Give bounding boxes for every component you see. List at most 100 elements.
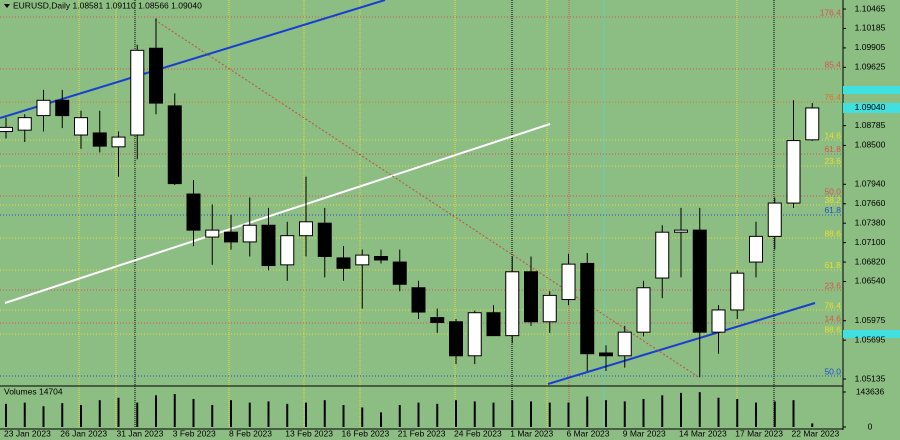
price-marker [843, 330, 900, 338]
candle-body [805, 107, 820, 141]
candle-body [299, 221, 313, 237]
volume-bar [267, 401, 270, 427]
volume-bar [361, 407, 364, 427]
x-tick-label: 1 Mar 2023 [510, 428, 553, 438]
volume-bar [436, 403, 439, 427]
candle-body [730, 272, 745, 311]
candle-body [111, 136, 126, 148]
candle-body [205, 229, 220, 238]
level-label: 76.4 [824, 92, 841, 102]
volume-tick-label: 143636 [856, 386, 885, 396]
candle-body [411, 287, 426, 313]
y-tick-label: 1.05135 [855, 373, 886, 383]
candle-body [692, 229, 707, 333]
y-tick-label: 1.05695 [855, 334, 886, 344]
candle-body [749, 235, 763, 263]
candle-body [392, 261, 407, 285]
level-label: 50.0 [824, 366, 841, 376]
candles: 23 Jan 2023 26 Jan 2023 31 Jan 2023 3 Feb 2… [0, 18, 839, 438]
volume-panel: 143636 0 [5, 386, 884, 431]
candle-body [449, 321, 463, 357]
trendlines [0, 0, 816, 385]
candle-body [261, 224, 276, 267]
level-label: 50.0 [824, 186, 841, 196]
volume-bar [230, 400, 232, 427]
candle-body [786, 140, 801, 204]
trendline [154, 19, 701, 379]
candle-body [374, 256, 388, 261]
price-axis: 1.10465 1.10185 1.09905 1.09625 1.08785 1.085… [843, 3, 900, 383]
volume-bar [211, 405, 214, 427]
volume-bar [773, 401, 776, 427]
candle-body [280, 235, 295, 266]
candle-body [524, 271, 538, 323]
level-label: 14.6 [824, 130, 841, 140]
volume-bar [5, 403, 7, 427]
volume-bar [323, 400, 326, 427]
candle-body [186, 193, 201, 231]
volume-bar [192, 398, 195, 427]
level-label: 88.6 [824, 324, 841, 334]
candle-body [92, 132, 107, 147]
volume-bar [136, 402, 139, 427]
volume-bar [248, 402, 251, 427]
level-label: 23.6 [824, 280, 841, 290]
candle-body [711, 309, 726, 333]
level-label: 61.8 [824, 205, 841, 215]
candle-body [55, 99, 70, 117]
candle-body [655, 231, 670, 279]
volume-bar [717, 397, 720, 427]
volume-bar [586, 396, 589, 427]
y-tick-label: 1.07380 [855, 217, 886, 227]
y-tick-label: 1.09625 [855, 62, 886, 72]
volume-bar [380, 412, 382, 427]
candle-body [580, 262, 595, 355]
volume-bar [117, 397, 120, 427]
volume-bar [455, 400, 457, 427]
candle-body [505, 271, 520, 337]
candle-body [542, 294, 557, 323]
y-tick-label: 1.06540 [855, 276, 886, 286]
volume-bar [548, 402, 551, 427]
level-label: 76.4 [824, 300, 841, 310]
y-tick-label: 1.08500 [855, 140, 886, 150]
level-label: 61.8 [824, 260, 841, 270]
x-tick-label: 17 Mar 2023 [735, 428, 783, 438]
level-label: 85.4 [824, 59, 841, 69]
y-tick-label: 1.07100 [855, 237, 886, 247]
volume-bar [530, 401, 532, 427]
candle-body [36, 99, 51, 117]
candle-body [317, 222, 332, 258]
fib-levels: 176.485.476.414.661.823.650.038.261.888.… [0, 7, 843, 377]
y-tick-label: 1.09905 [855, 42, 886, 52]
y-tick-label: 1.07660 [855, 198, 886, 208]
candle-body [74, 117, 88, 136]
volume-bar [42, 406, 45, 427]
candle-body [561, 263, 576, 301]
x-tick-label: 31 Jan 2023 [117, 428, 164, 438]
x-tick-label: 21 Feb 2023 [398, 428, 446, 438]
volume-bar [23, 402, 26, 427]
volume-bar [398, 405, 401, 427]
level-label: 23.6 [824, 156, 841, 166]
volume-bar [811, 423, 814, 427]
candle-body [674, 229, 688, 233]
candle-body [617, 331, 632, 357]
x-tick-label: 3 Feb 2023 [173, 428, 216, 438]
x-tick-label: 13 Feb 2023 [285, 428, 333, 438]
candle-body [0, 126, 13, 133]
candle-body [355, 254, 370, 266]
candle-body [224, 231, 238, 243]
y-tick-label: 1.06820 [855, 256, 886, 266]
volume-bar [605, 400, 607, 427]
x-tick-label: 16 Feb 2023 [342, 428, 390, 438]
volume-bar [286, 403, 289, 427]
x-tick-label: 22 Mar 2023 [792, 428, 840, 438]
menu-arrow[interactable] [4, 4, 10, 8]
candle-body [467, 312, 482, 357]
level-label: 61.8 [824, 144, 841, 154]
volume-bar [473, 401, 476, 427]
volume-bar [61, 403, 64, 427]
volume-tick-label: 0 [868, 421, 873, 431]
